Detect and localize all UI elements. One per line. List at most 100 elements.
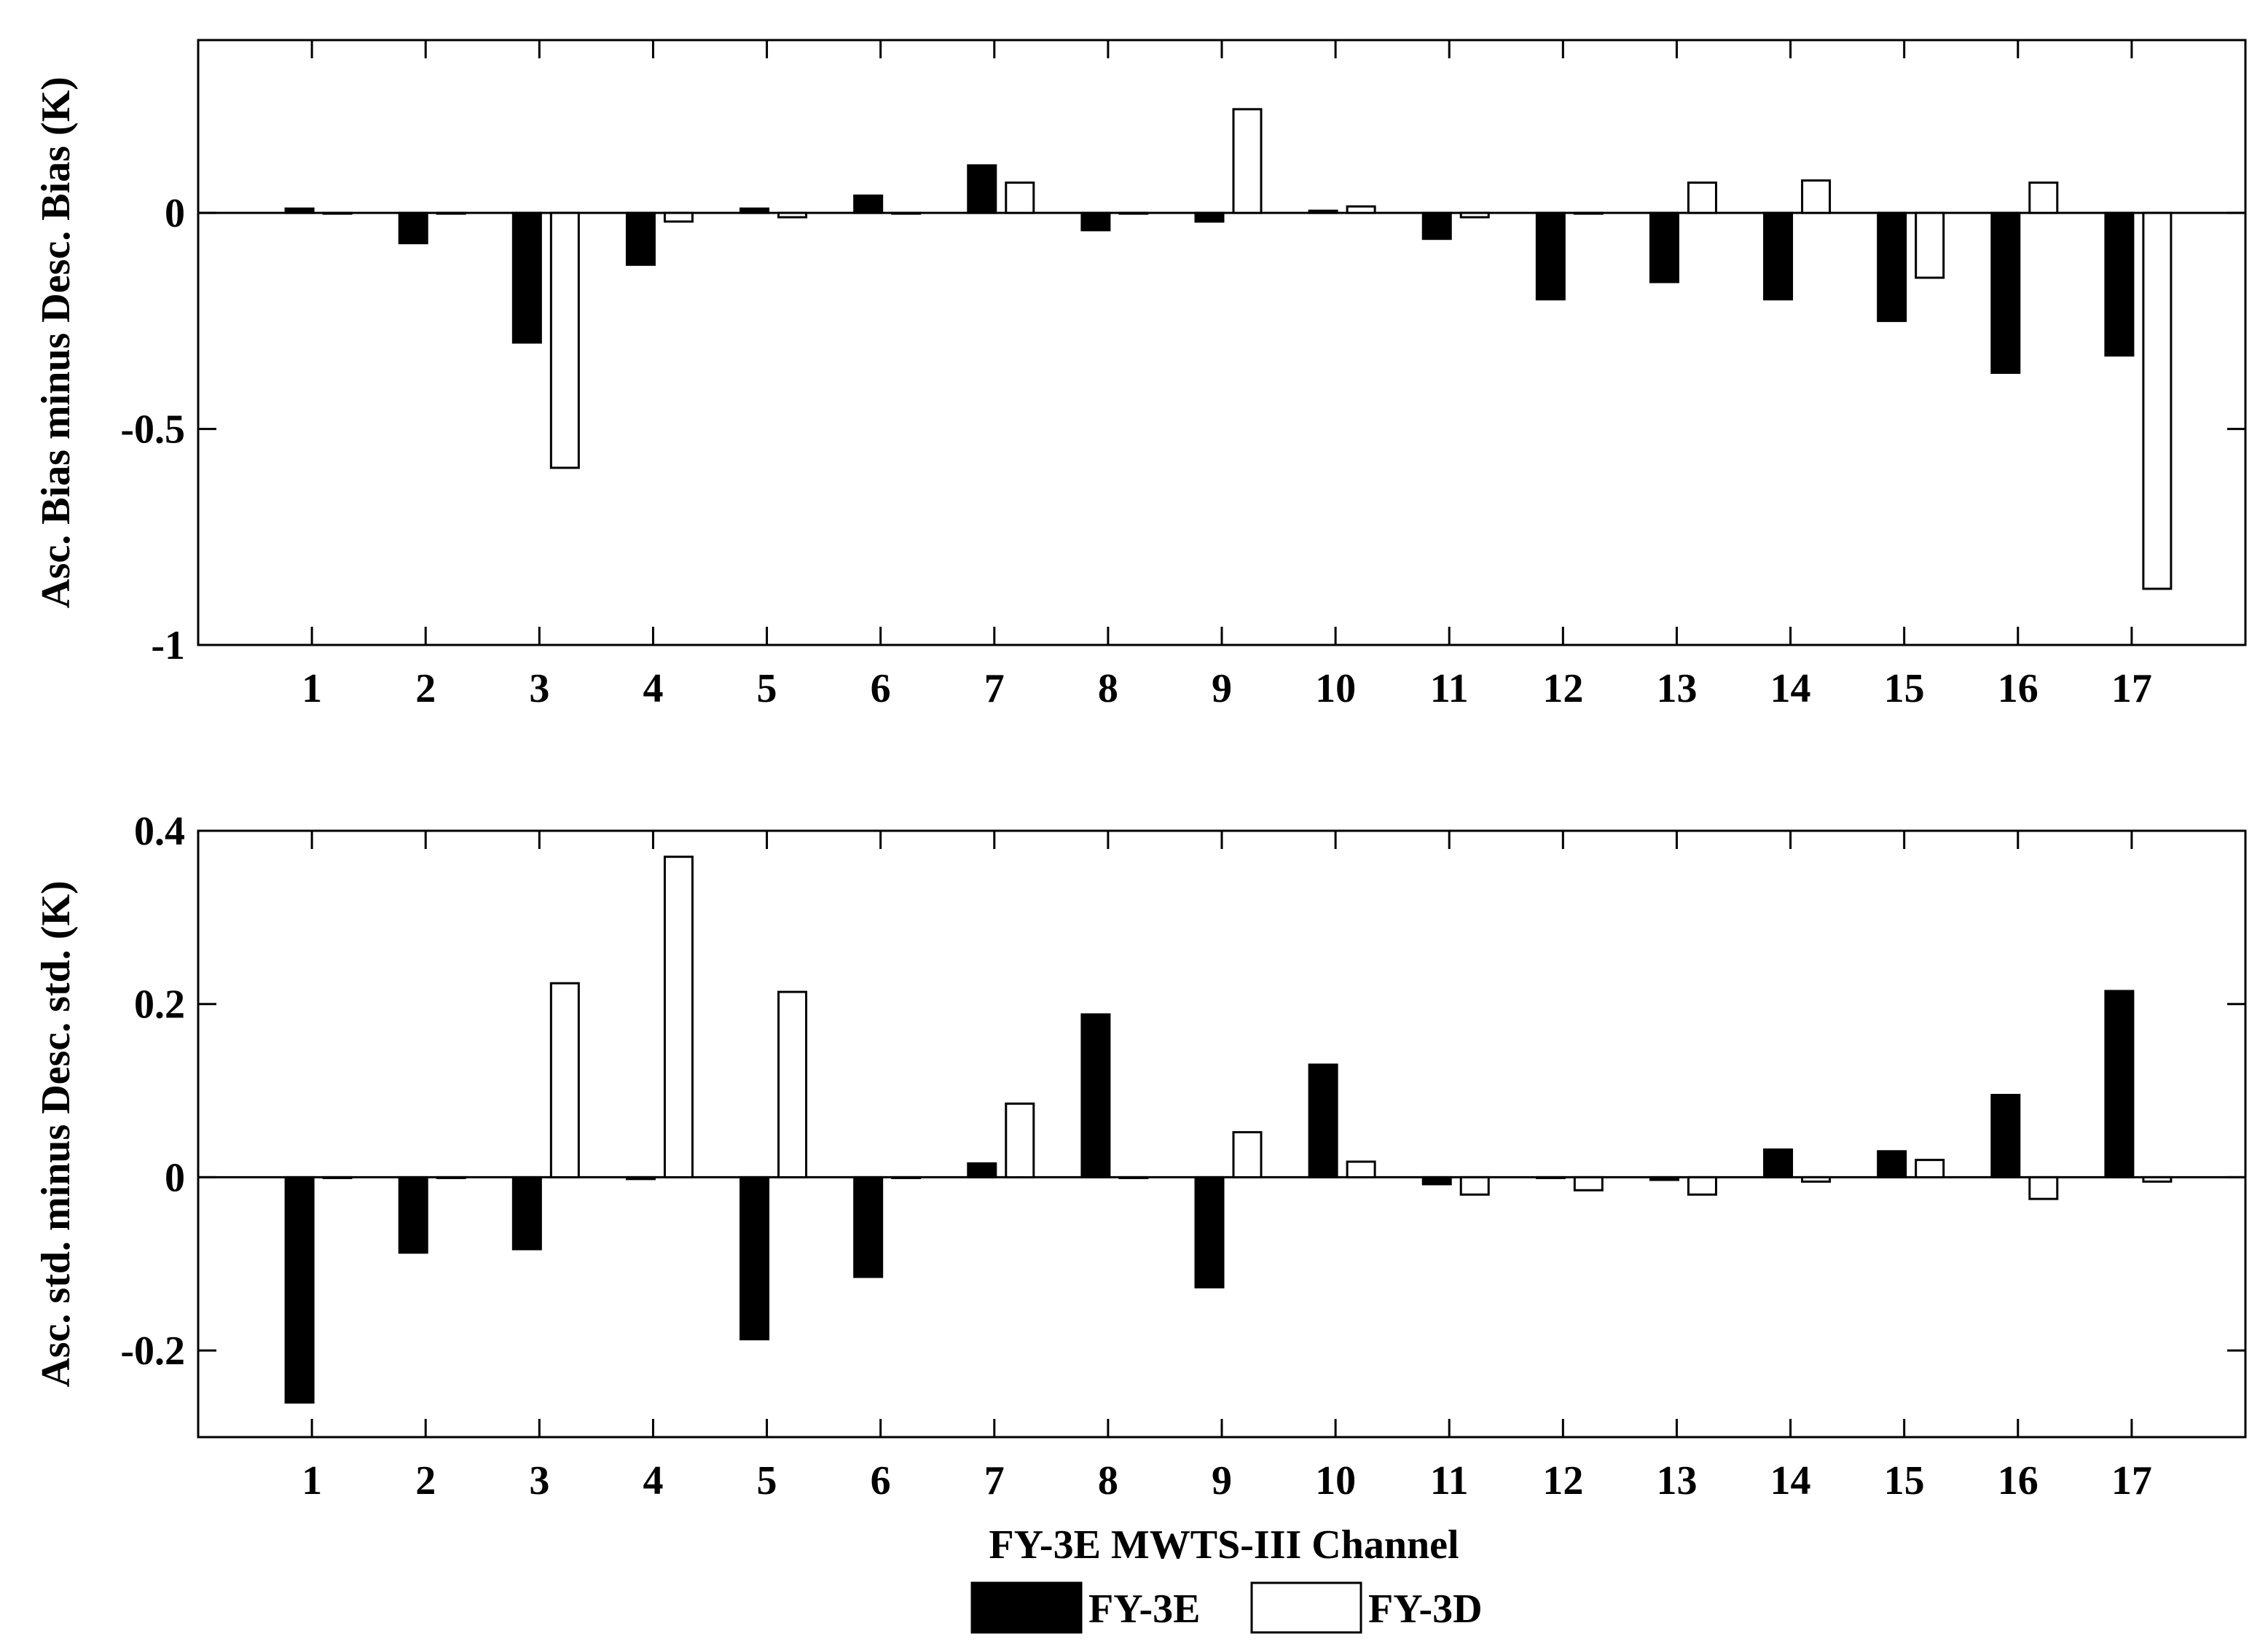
top-bar-fy-3e [1649, 211, 1679, 283]
bottom-bar-fy-3e [398, 1175, 428, 1254]
bottom-bar-fy-3e [1649, 1175, 1679, 1181]
bottom-x-tick-label: 2 [415, 1458, 436, 1503]
top-bar-fy-3e [2104, 211, 2135, 357]
bottom-bar-fy-3d [2028, 1175, 2059, 1200]
bottom-x-tick-label: 12 [1542, 1458, 1583, 1503]
legend-label-fy-3e: FY-3E [1088, 1587, 1201, 1632]
top-bar-fy-3d [549, 211, 580, 469]
bottom-bar-fy-3e [739, 1175, 770, 1341]
top-bar-fy-3e [1535, 211, 1566, 301]
bottom-bar-fy-3e [284, 1175, 315, 1404]
top-x-tick-label: 15 [1884, 666, 1925, 711]
top-x-tick-label: 7 [984, 666, 1005, 711]
bottom-bar-fy-3d [1573, 1175, 1604, 1192]
bottom-y-tick-label: 0 [165, 1155, 185, 1200]
top-bar-fy-3e [398, 211, 428, 245]
bottom-bar-fy-3e [2104, 990, 2135, 1178]
top-y-tick-label: -0.5 [120, 407, 185, 453]
bottom-x-tick-label: 5 [757, 1458, 777, 1503]
top-bar-fy-3d [777, 211, 808, 219]
top-bar-fy-3e [1990, 211, 2021, 374]
bottom-x-tick-label: 7 [984, 1458, 1005, 1503]
bottom-bar-fy-3d [2142, 1175, 2173, 1183]
top-bar-fy-3e [511, 211, 542, 344]
bottom-y-axis-label: Asc. std. minus Desc. std. (K) [34, 880, 79, 1387]
bottom-bar-fy-3d [663, 856, 694, 1178]
top-x-tick-label: 16 [1998, 666, 2039, 711]
top-x-tick-label: 2 [415, 666, 436, 711]
top-bar-fy-3d [2142, 211, 2173, 590]
bottom-bar-fy-3d [1915, 1159, 1945, 1178]
top-x-tick-label: 9 [1212, 666, 1232, 711]
legend-swatch-fy-3e [970, 1581, 1083, 1634]
bottom-x-tick-label: 3 [529, 1458, 549, 1503]
x-axis-label: FY-3E MWTS-III Channel [989, 1522, 1459, 1568]
top-x-tick-label: 6 [871, 666, 891, 711]
legend-swatch-fy-3d [1250, 1581, 1362, 1634]
top-bar-fy-3d [1915, 211, 1945, 279]
bottom-bar-fy-3e [967, 1162, 997, 1178]
top-bar-fy-3d [891, 211, 922, 215]
top-x-tick-label: 10 [1315, 666, 1356, 711]
bottom-y-tick-label: 0.4 [134, 809, 185, 854]
top-x-tick-label: 17 [2111, 666, 2152, 711]
top-bar-fy-3d [1005, 181, 1035, 214]
bottom-y-tick-label: -0.2 [120, 1329, 185, 1374]
bottom-bar-fy-3e [1194, 1175, 1225, 1288]
bottom-x-tick-label: 15 [1884, 1458, 1925, 1503]
bottom-bar-fy-3e [1080, 1013, 1111, 1178]
bottom-plot-frame [197, 829, 2247, 1439]
bottom-bar-fy-3d [1346, 1160, 1376, 1178]
top-bar-fy-3d [436, 211, 466, 215]
top-bar-fy-3d [1232, 108, 1263, 214]
top-bar-fy-3e [284, 207, 315, 214]
top-bar-fy-3e [739, 207, 770, 214]
bottom-bar-fy-3e [511, 1175, 542, 1251]
legend-label-fy-3d: FY-3D [1368, 1587, 1483, 1632]
top-bar-fy-3e [625, 211, 656, 266]
bottom-bar-fy-3e [1990, 1094, 2021, 1178]
bottom-x-tick-label: 4 [643, 1458, 663, 1503]
top-bar-fy-3d [322, 211, 353, 215]
top-bar-fy-3e [1763, 211, 1794, 301]
bottom-x-tick-label: 17 [2111, 1458, 2152, 1503]
bottom-x-tick-label: 10 [1315, 1458, 1356, 1503]
top-x-tick-label: 11 [1430, 666, 1469, 711]
bottom-y-tick-label: 0.2 [134, 982, 185, 1028]
bottom-bar-fy-3e [853, 1175, 884, 1278]
top-y-axis-label: Asc. Bias minus Desc. Bias (K) [34, 77, 79, 609]
top-bar-fy-3e [1308, 209, 1338, 214]
bottom-bar-fy-3d [1687, 1175, 1717, 1196]
bottom-x-tick-label: 6 [871, 1458, 891, 1503]
top-x-tick-label: 8 [1098, 666, 1118, 711]
top-bar-fy-3d [1346, 205, 1376, 214]
top-bar-fy-3d [1459, 211, 1490, 219]
top-bar-fy-3d [1573, 211, 1604, 215]
legend: FY-3E FY-3D [970, 1581, 1483, 1634]
top-x-tick-label: 1 [302, 666, 322, 711]
bottom-bar-fy-3d [1232, 1131, 1263, 1178]
bottom-x-tick-label: 14 [1770, 1458, 1811, 1503]
bottom-bar-fy-3e [1763, 1148, 1794, 1178]
top-bar-fy-3e [1877, 211, 1907, 322]
bottom-bar-fy-3d [777, 990, 808, 1178]
bottom-x-tick-label: 9 [1212, 1458, 1232, 1503]
top-bar-fy-3e [967, 164, 997, 214]
bottom-bar-fy-3d [549, 982, 580, 1178]
top-x-tick-label: 3 [529, 666, 549, 711]
top-x-tick-label: 13 [1656, 666, 1697, 711]
bottom-bar-fy-3d [1459, 1175, 1490, 1196]
bottom-x-tick-label: 1 [302, 1458, 322, 1503]
top-bar-fy-3d [663, 211, 694, 223]
bottom-x-tick-label: 16 [1998, 1458, 2039, 1503]
bottom-bar-fy-3e [1877, 1150, 1907, 1178]
top-bar-fy-3d [1118, 211, 1149, 215]
top-bar-fy-3d [1801, 179, 1832, 214]
bottom-bar-fy-3e [625, 1175, 656, 1181]
bottom-bar-fy-3d [436, 1175, 466, 1179]
panel-bottom-std-difference: 0.40.20-0.21 2 3 4 5 6 7 8 9 10 11 12 13 14 15 16 17Asc.… [34, 809, 2247, 1503]
top-bar-fy-3d [1687, 181, 1717, 214]
top-bar-fy-3e [1421, 211, 1452, 240]
bottom-x-tick-label: 11 [1430, 1458, 1469, 1503]
